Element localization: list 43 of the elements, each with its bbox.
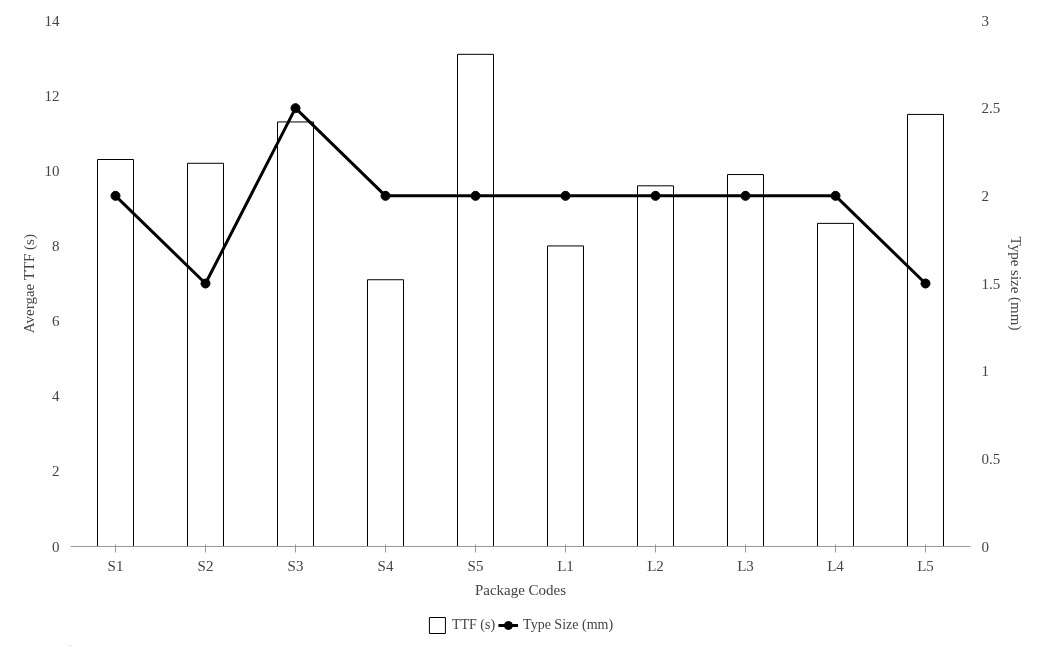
point (830, 190, 841, 201)
y2-tick-label: 2 (981, 187, 989, 204)
point (380, 190, 391, 201)
y-tick-label: 8 (52, 237, 60, 254)
y2-tick-label: 1 (981, 363, 989, 380)
y2-tick-label: 2.5 (981, 100, 1001, 117)
bar (817, 222, 854, 547)
point (290, 103, 301, 114)
x-tick-label: S5 (467, 557, 484, 574)
x-axis-title: Package Codes (474, 581, 567, 598)
legend-label: Type Size (mm) (523, 617, 614, 633)
y2-tick-label: 1.5 (981, 275, 1001, 292)
point (560, 190, 571, 201)
x-tick-label: S2 (197, 557, 214, 574)
x-tick-label: S4 (377, 557, 394, 574)
y2-tick-label: 0.5 (981, 450, 1001, 467)
x-tick-label: S1 (107, 557, 124, 574)
y2-tick-label: 0 (981, 538, 989, 555)
y-tick-label: 12 (44, 87, 60, 104)
x-tick-label: L4 (827, 557, 845, 574)
bar (367, 279, 404, 547)
point (650, 190, 661, 201)
legend-label: TTF (s) (451, 617, 496, 633)
y-tick-label: 14 (44, 12, 60, 29)
y-tick-label: 6 (52, 313, 60, 330)
point (200, 278, 211, 289)
point (920, 278, 931, 289)
y-tick-label: 0 (52, 538, 60, 555)
y-tick-label: 4 (52, 388, 60, 405)
y-tick-label: 2 (52, 463, 60, 480)
x-tick-label: L5 (917, 557, 934, 574)
x-tick-label: L2 (647, 557, 664, 574)
bar (547, 245, 584, 547)
point (740, 190, 751, 201)
y-tick-label: 10 (44, 162, 60, 179)
point (110, 190, 121, 201)
point (470, 190, 481, 201)
y-axis-title: Avergae TTF (s) (20, 234, 38, 334)
x-tick-label: S3 (287, 557, 304, 574)
x-tick-label: L3 (737, 557, 754, 574)
y2-axis-title: Type size (mm) (1007, 236, 1025, 331)
x-tick-label: L1 (557, 557, 574, 574)
y2-tick-label: 3 (981, 12, 989, 29)
